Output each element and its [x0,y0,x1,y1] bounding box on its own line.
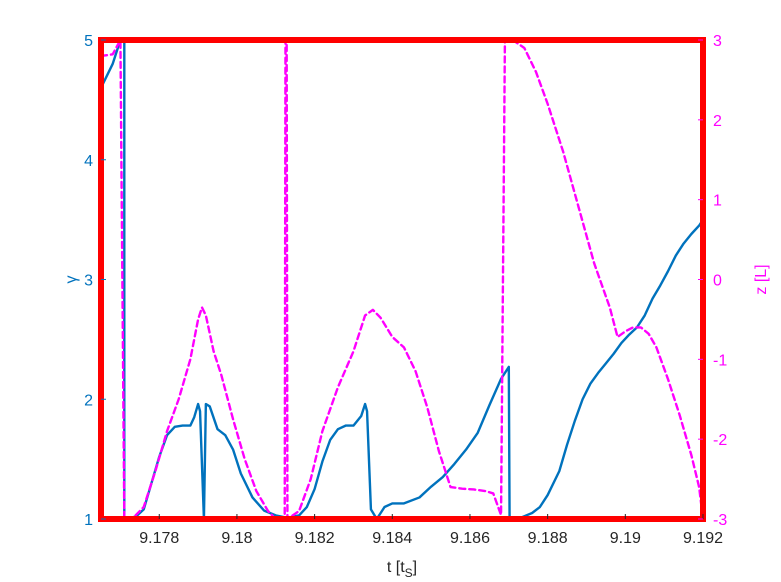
y-right-axis-label: z [L] [753,264,770,294]
z-series-group [99,38,705,521]
x-axis-label-close: ] [413,559,417,576]
x-tick-label: 9.182 [295,530,335,547]
x-tick-label: 9.188 [528,530,568,547]
y-right-tick-label: -3 [713,512,727,529]
y-left-tick-labels: 1 2 3 4 5 [84,33,106,529]
x-tick-label: 9.186 [450,530,490,547]
x-tick-labels: 9.178 9.18 9.182 9.184 9.186 9.188 9.19 9.192 [139,514,723,547]
x-axis-label-main: t [t [387,559,405,576]
gamma-line [99,38,705,521]
x-axis-label: t [tS] [387,559,417,580]
y-left-axis-label: γ [63,276,80,284]
y-left-tick-label: 3 [84,273,93,290]
gamma-series-group [99,38,705,521]
y-left-tick-label: 5 [84,33,93,50]
y-right-tick-labels: -3 -2 -1 0 1 2 3 [698,33,727,529]
y-left-tick-label: 2 [84,392,93,409]
y-right-tick-label: -1 [713,352,727,369]
y-left-tick-label: 4 [84,153,93,170]
y-right-tick-label: 1 [713,193,722,210]
x-axis-label-subscript: S [405,566,413,580]
axes-frame [98,37,706,522]
y-right-tick-label: 0 [713,273,722,290]
x-tick-label: 9.184 [372,530,412,547]
x-tick-label: 9.18 [221,530,252,547]
x-tick-label: 9.19 [610,530,641,547]
x-tick-label: 9.178 [139,530,179,547]
y-left-tick-label: 1 [84,512,93,529]
y-right-tick-label: -2 [713,432,727,449]
x-tick-label: 9.192 [683,530,723,547]
z-line [99,38,705,521]
y-right-tick-label: 3 [713,33,722,50]
y-right-tick-label: 2 [713,113,722,130]
